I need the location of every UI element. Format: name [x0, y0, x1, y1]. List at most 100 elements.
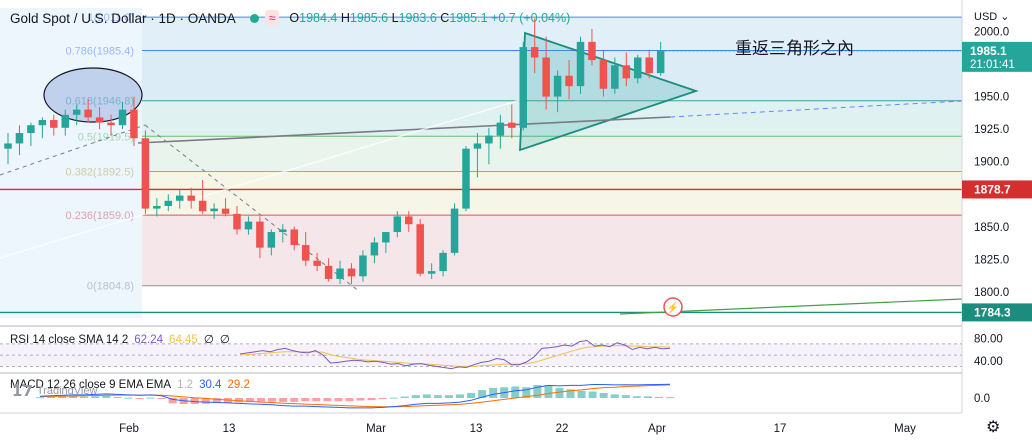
candle-body: [313, 260, 321, 266]
macd-histogram-bar: [69, 396, 78, 398]
macd-histogram-bar: [334, 398, 343, 402]
macd-histogram-bar: [489, 387, 498, 398]
candle-body: [645, 57, 653, 74]
candle-body: [72, 109, 81, 115]
ohlc-readout: O1984.4 H1985.6 L1983.6 C1985.1 +0.7 (+0…: [289, 11, 571, 25]
macd-histogram-bar: [533, 385, 542, 398]
candle-body: [198, 200, 207, 212]
candle-body: [15, 133, 24, 144]
macd-histogram-bar: [544, 385, 553, 398]
tradingview-logo-icon: 17: [12, 382, 33, 400]
candle-body: [130, 109, 138, 139]
candle-body: [95, 117, 104, 123]
symbol-title[interactable]: Gold Spot / U.S. Dollar · 1D · OANDA: [10, 10, 236, 26]
macd-histogram-bar: [102, 395, 111, 398]
macd-histogram-bar: [290, 398, 299, 402]
macd-histogram-bar: [135, 398, 144, 399]
candle-body: [416, 224, 424, 274]
bar-countdown: 21:01:41: [970, 59, 1015, 71]
macd-histogram-bar: [566, 389, 575, 398]
trend-line-extension: [669, 100, 963, 118]
macd-line: [39, 383, 671, 409]
macd-histogram-bar: [444, 395, 453, 398]
time-tick-label: 13: [223, 423, 236, 435]
candle-body: [233, 213, 241, 230]
gear-icon[interactable]: ⚙: [986, 419, 1001, 436]
candle-body: [4, 143, 12, 149]
candle-body: [462, 148, 470, 209]
candle-body: [530, 47, 539, 58]
macd-histogram-bar: [80, 396, 89, 398]
time-tick-label: Apr: [648, 423, 666, 435]
macd-histogram-bar: [643, 396, 652, 398]
candle-body: [141, 138, 150, 209]
price-tick-label: 1950.0: [974, 92, 1009, 104]
macd-histogram-bar: [422, 394, 431, 398]
rsi-tick-label: 40.00: [974, 356, 1003, 368]
last-price-value: 1985.1: [970, 44, 1007, 58]
macd-histogram-bar: [36, 397, 44, 399]
wave-icon[interactable]: ≈: [264, 10, 280, 26]
last-price-badge: [962, 41, 1032, 72]
macd-histogram-bar: [467, 392, 476, 398]
candle-body: [576, 41, 585, 87]
support-value: 1784.3: [974, 305, 1011, 319]
macd-histogram-bar: [301, 398, 310, 402]
candle-body: [405, 216, 413, 225]
macd-histogram-bar: [47, 396, 56, 398]
macd-histogram-bar: [212, 398, 221, 404]
candle-body: [473, 143, 482, 149]
candle-body: [279, 229, 287, 233]
macd-histogram-bar: [356, 398, 365, 401]
time-tick-label: Feb: [119, 423, 139, 435]
candle-body: [370, 242, 379, 256]
candle-body: [336, 268, 344, 279]
macd-histogram-bar: [599, 392, 608, 398]
macd-histogram-bar: [201, 398, 210, 404]
price-tick-label: 1850.0: [974, 222, 1009, 234]
candle-body: [611, 65, 619, 89]
time-tick-label: May: [894, 423, 916, 435]
macd-histogram-bar: [168, 398, 177, 404]
price-tick-label: 2000.0: [974, 26, 1009, 38]
candle-body: [324, 265, 333, 279]
macd-histogram-bar: [621, 395, 630, 398]
macd-histogram-bar: [378, 398, 387, 400]
macd-histogram-bar: [433, 395, 442, 398]
macd-histogram-bar: [522, 387, 531, 398]
fib-zone: [142, 50, 962, 101]
candle-body: [542, 57, 550, 97]
faint-trend-line: [0, 99, 521, 259]
time-tick-label: 22: [556, 423, 569, 435]
rsi-line: [239, 339, 671, 370]
candle-body: [50, 120, 58, 128]
candle-body: [107, 122, 115, 126]
macd-histogram-bar: [58, 396, 67, 398]
rsi-legend[interactable]: RSI 14 close SMA 14 2 62.24 64.45 ∅ ∅: [10, 334, 230, 346]
price-tick-label: 1925.0: [974, 124, 1009, 136]
macd-histogram-bar: [124, 397, 133, 399]
candle-body: [519, 47, 527, 128]
macd-histogram-bar: [610, 394, 619, 398]
macd-histogram-bar: [400, 396, 409, 398]
candle-body: [153, 205, 161, 209]
dashed-trend-line: [0, 124, 146, 176]
candle-body: [118, 109, 127, 126]
macd-histogram-bar: [279, 398, 288, 402]
macd-legend[interactable]: MACD 12 26 close 9 EMA EMA 1.2 30.4 29.2: [10, 379, 250, 391]
macd-histogram-bar: [345, 398, 354, 402]
macd-histogram-bar: [411, 395, 420, 398]
candle-body: [84, 109, 92, 118]
candle-body: [359, 255, 367, 277]
macd-histogram-bar: [91, 396, 100, 398]
macd-histogram-bar: [456, 394, 464, 398]
candle-body: [267, 232, 276, 248]
candle-body: [187, 195, 195, 201]
visibility-icon[interactable]: [249, 13, 259, 23]
candle-body: [382, 232, 390, 243]
chart-header: Gold Spot / U.S. Dollar · 1D · OANDA ≈ O…: [10, 8, 570, 28]
candle-body: [301, 245, 310, 261]
trend-line: [137, 116, 671, 144]
